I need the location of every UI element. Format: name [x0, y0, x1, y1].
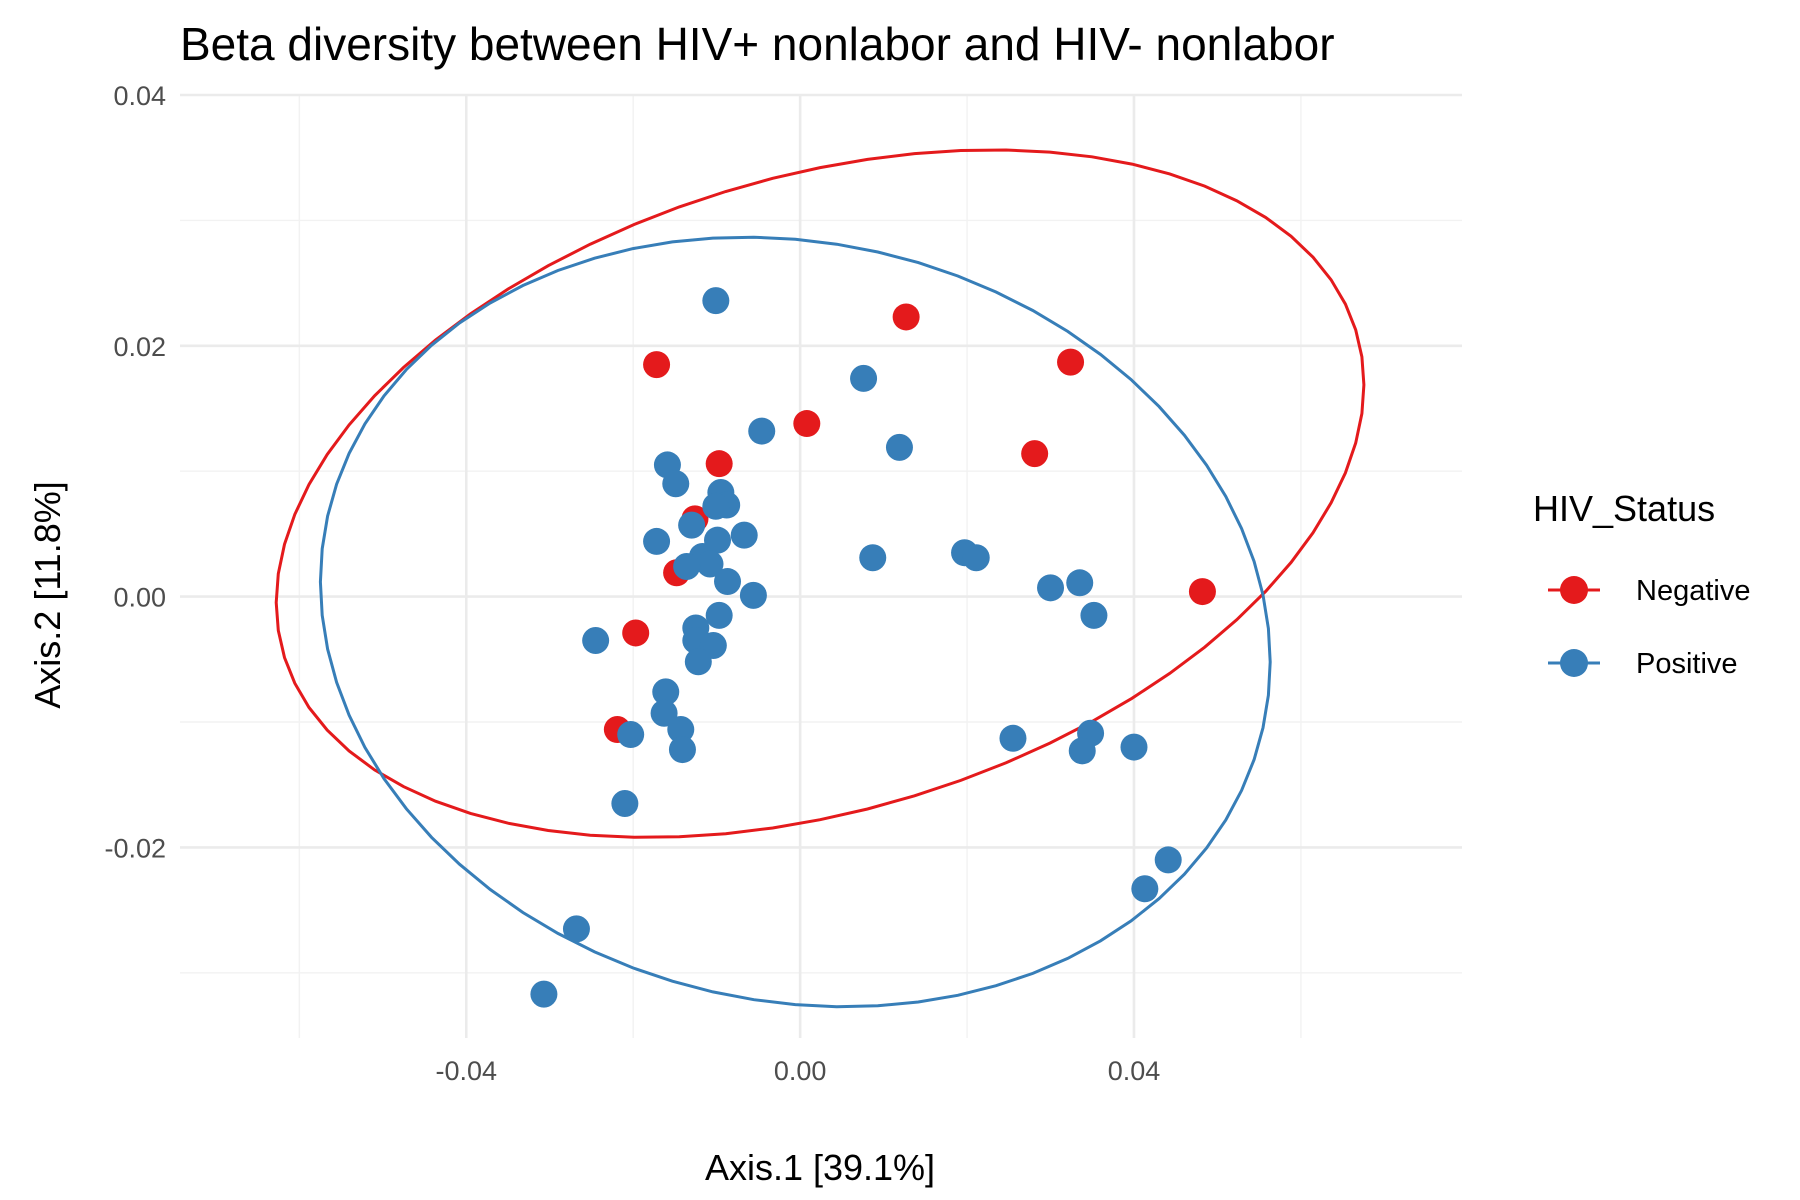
legend-label: Negative	[1636, 575, 1750, 607]
data-point-positive	[1066, 569, 1094, 597]
x-tick-label: -0.04	[436, 1056, 498, 1086]
data-point-positive	[739, 581, 767, 609]
x-tick-label: 0.00	[774, 1056, 827, 1086]
grid-layer	[180, 93, 1462, 1038]
data-point-positive	[678, 511, 706, 539]
legend: HIV_Status Negative Positive	[1533, 488, 1750, 680]
chart-title: Beta diversity between HIV+ nonlabor and…	[180, 18, 1335, 70]
data-point-positive	[668, 736, 696, 764]
data-point-positive	[643, 527, 671, 555]
data-point-positive	[1154, 846, 1182, 874]
ellipse-positive	[318, 235, 1272, 1009]
data-point-positive	[652, 678, 680, 706]
data-point-positive	[650, 699, 678, 727]
data-point-positive	[562, 915, 590, 943]
legend-label: Positive	[1636, 648, 1738, 680]
data-point-negative	[622, 619, 650, 647]
data-point-positive	[705, 601, 733, 629]
y-axis-title: Axis.2 [11.8%]	[27, 481, 68, 708]
data-point-positive	[1131, 875, 1159, 903]
data-point-positive	[667, 716, 695, 744]
data-point-negative	[643, 351, 671, 379]
data-point-negative	[1188, 578, 1216, 606]
data-point-positive	[1080, 601, 1108, 629]
data-point-positive	[1120, 733, 1148, 761]
axis-tick-labels: -0.04 0.00 0.04 -0.02 0.00 0.02 0.04	[104, 81, 1160, 1086]
data-point-positive	[673, 553, 701, 580]
ellipse-negative	[274, 148, 1366, 839]
data-point-negative	[705, 450, 733, 478]
data-point-positive	[748, 417, 776, 445]
data-point-positive	[885, 433, 913, 461]
data-points	[530, 287, 1216, 1008]
x-tick-label: 0.04	[1108, 1056, 1161, 1086]
data-point-positive	[530, 980, 558, 1008]
y-tick-label: 0.00	[113, 583, 166, 613]
data-point-positive	[684, 648, 712, 676]
legend-items: Negative Positive	[1548, 575, 1750, 680]
data-point-positive	[702, 492, 730, 520]
y-tick-label: 0.04	[113, 81, 166, 111]
y-tick-label: -0.02	[104, 833, 166, 863]
data-point-positive	[859, 544, 887, 572]
data-point-positive	[1068, 737, 1096, 765]
data-point-positive	[702, 287, 730, 315]
x-axis-title: Axis.1 [39.1%]	[705, 1147, 935, 1188]
data-point-negative	[1057, 348, 1085, 376]
data-point-positive	[611, 790, 639, 818]
data-point-positive	[999, 724, 1027, 752]
data-point-positive	[714, 568, 742, 596]
data-point-positive	[850, 364, 878, 392]
data-point-negative	[892, 303, 920, 331]
data-point-positive	[662, 470, 690, 498]
data-point-positive	[696, 550, 724, 578]
data-point-negative	[793, 410, 821, 438]
data-point-positive	[582, 626, 610, 654]
data-point-positive	[617, 721, 645, 749]
legend-key-point	[1560, 576, 1588, 604]
legend-key-point	[1560, 649, 1588, 677]
data-point-negative	[1021, 440, 1049, 468]
data-point-positive	[730, 521, 758, 549]
y-tick-label: 0.02	[113, 332, 166, 362]
data-point-positive	[1037, 574, 1065, 602]
data-point-positive	[962, 544, 990, 572]
legend-title: HIV_Status	[1533, 488, 1715, 529]
